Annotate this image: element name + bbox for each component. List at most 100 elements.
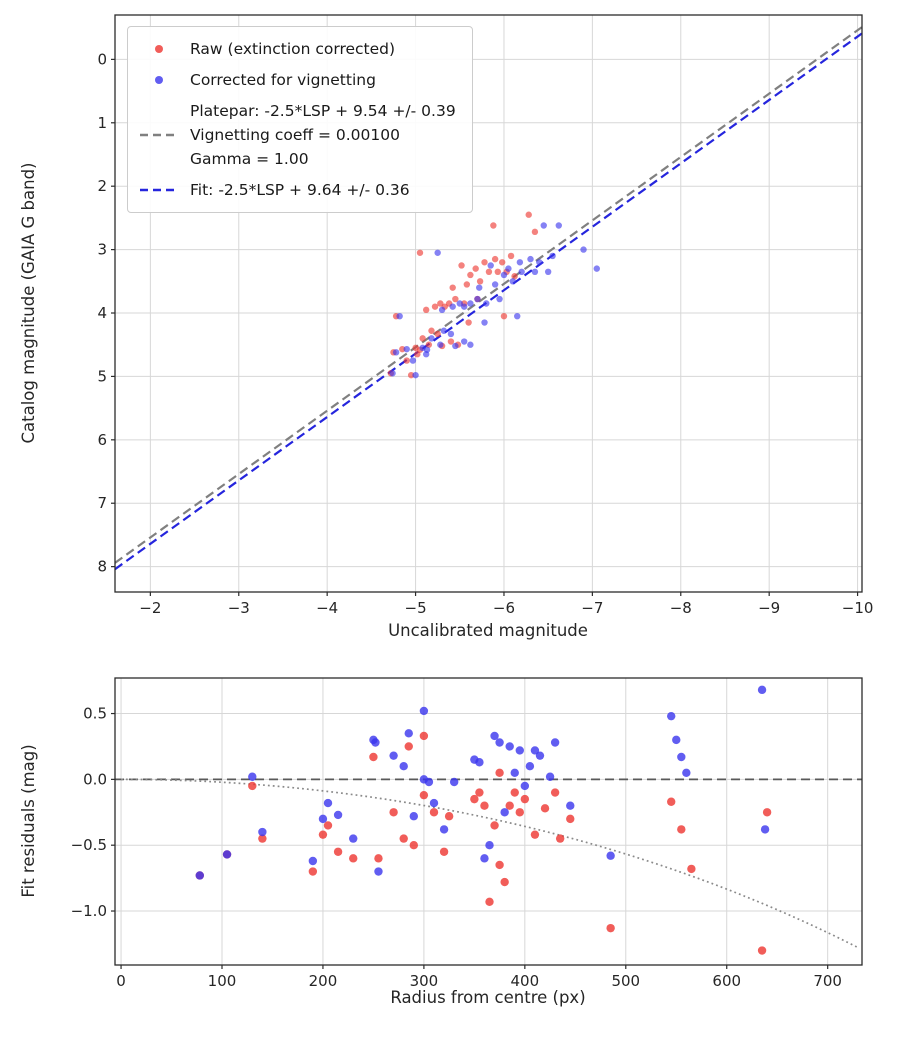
legend-entry-vignetting: Corrected for vignetting	[136, 68, 456, 92]
data-point	[536, 259, 543, 266]
data-point	[762, 808, 772, 817]
data-point	[545, 772, 555, 781]
y-tick-label: 6	[97, 431, 107, 449]
data-point	[495, 738, 504, 747]
y-tick-label: −0.5	[71, 836, 107, 854]
legend-entry-text: Fit: -2.5*LSP + 9.64 +/- 0.36	[190, 178, 410, 202]
data-point	[495, 860, 504, 870]
data-point	[195, 871, 204, 880]
marker-dash-icon	[140, 133, 178, 137]
data-point	[409, 357, 417, 364]
bottom-y-axis-label: Fit residuals (mag)	[19, 744, 38, 897]
data-point	[505, 801, 514, 810]
data-point	[515, 808, 524, 817]
data-point	[465, 319, 472, 326]
data-point	[470, 794, 479, 804]
data-point	[452, 295, 459, 303]
raw-residuals	[195, 731, 772, 955]
axes-frame	[114, 677, 863, 966]
data-point	[434, 330, 441, 338]
y-tick-label: 0.0	[83, 770, 107, 788]
data-point	[456, 300, 463, 307]
data-point	[437, 300, 444, 307]
x-tick-label: 100	[208, 972, 237, 990]
x-tick-label: −6	[493, 599, 515, 617]
data-point	[399, 834, 408, 843]
data-point	[490, 731, 499, 741]
data-point	[431, 303, 439, 310]
data-point	[505, 265, 512, 272]
data-point	[606, 851, 615, 860]
y-tick-label: 0.5	[83, 705, 107, 723]
x-tick-label: 300	[410, 972, 439, 990]
data-point	[460, 303, 468, 310]
data-point	[374, 867, 383, 876]
data-point	[369, 752, 378, 762]
data-point	[258, 834, 267, 843]
y-tick-label: 4	[97, 304, 107, 322]
top-x-axis-label: Uncalibrated magnitude	[388, 621, 588, 640]
data-point	[412, 371, 419, 379]
data-point	[419, 706, 429, 716]
data-point	[531, 228, 539, 236]
data-point	[467, 271, 474, 279]
legend-entry-text: Raw (extinction corrected)	[190, 37, 395, 61]
data-point	[525, 762, 535, 771]
data-point	[428, 327, 435, 334]
data-point	[429, 798, 439, 808]
marker-dash-icon	[140, 188, 178, 192]
data-point	[515, 746, 524, 755]
data-point	[485, 897, 494, 907]
data-point	[550, 788, 560, 797]
data-point	[760, 825, 770, 834]
data-point	[518, 268, 525, 275]
data-point	[349, 834, 358, 843]
y-tick-label: 2	[97, 177, 107, 195]
data-point	[499, 259, 506, 266]
legend-entry-text: Corrected for vignetting	[190, 68, 376, 92]
data-point	[323, 798, 333, 808]
data-point	[525, 211, 532, 218]
legend-entry-text: Platepar: -2.5*LSP + 9.54 +/- 0.39 Vignet…	[190, 99, 456, 171]
data-point	[416, 249, 424, 256]
data-point	[425, 341, 433, 348]
data-point	[428, 335, 435, 342]
y-tick-label: 3	[97, 241, 107, 259]
data-point	[409, 841, 418, 850]
residuals-chart: 0 100 200 300 400 500 600 700 −1.0 −0.5 0.0 0.5 Fit…	[19, 677, 863, 1007]
data-point	[527, 255, 534, 263]
data-point	[258, 827, 267, 837]
data-point	[422, 306, 430, 314]
x-tick-label: −9	[758, 599, 780, 617]
data-point	[222, 850, 232, 859]
marker-dot-icon	[155, 45, 163, 53]
data-point	[467, 341, 474, 348]
data-point	[467, 300, 474, 307]
data-point	[419, 335, 426, 342]
data-point	[516, 259, 524, 266]
data-point	[452, 342, 459, 350]
x-tick-label: −5	[405, 599, 427, 617]
data-point	[555, 222, 562, 229]
data-point	[399, 345, 406, 353]
data-point	[500, 808, 509, 817]
data-point	[491, 255, 499, 263]
data-point	[494, 268, 501, 275]
legend-text-line: Corrected for vignetting	[190, 71, 376, 90]
legend-text-line: Platepar: -2.5*LSP + 9.54 +/- 0.39	[190, 102, 456, 121]
data-point	[404, 742, 413, 751]
data-point	[535, 751, 545, 760]
data-point	[500, 312, 508, 320]
corrected-residuals	[195, 685, 770, 880]
data-point	[308, 856, 318, 866]
data-point	[555, 834, 565, 843]
data-point	[419, 790, 429, 800]
data-point	[672, 735, 681, 745]
data-point	[500, 271, 508, 279]
data-point	[757, 946, 767, 955]
data-point	[480, 854, 489, 863]
y-tick-label: 5	[97, 367, 107, 385]
y-tick-label: 1	[97, 114, 107, 132]
data-point	[323, 821, 333, 830]
